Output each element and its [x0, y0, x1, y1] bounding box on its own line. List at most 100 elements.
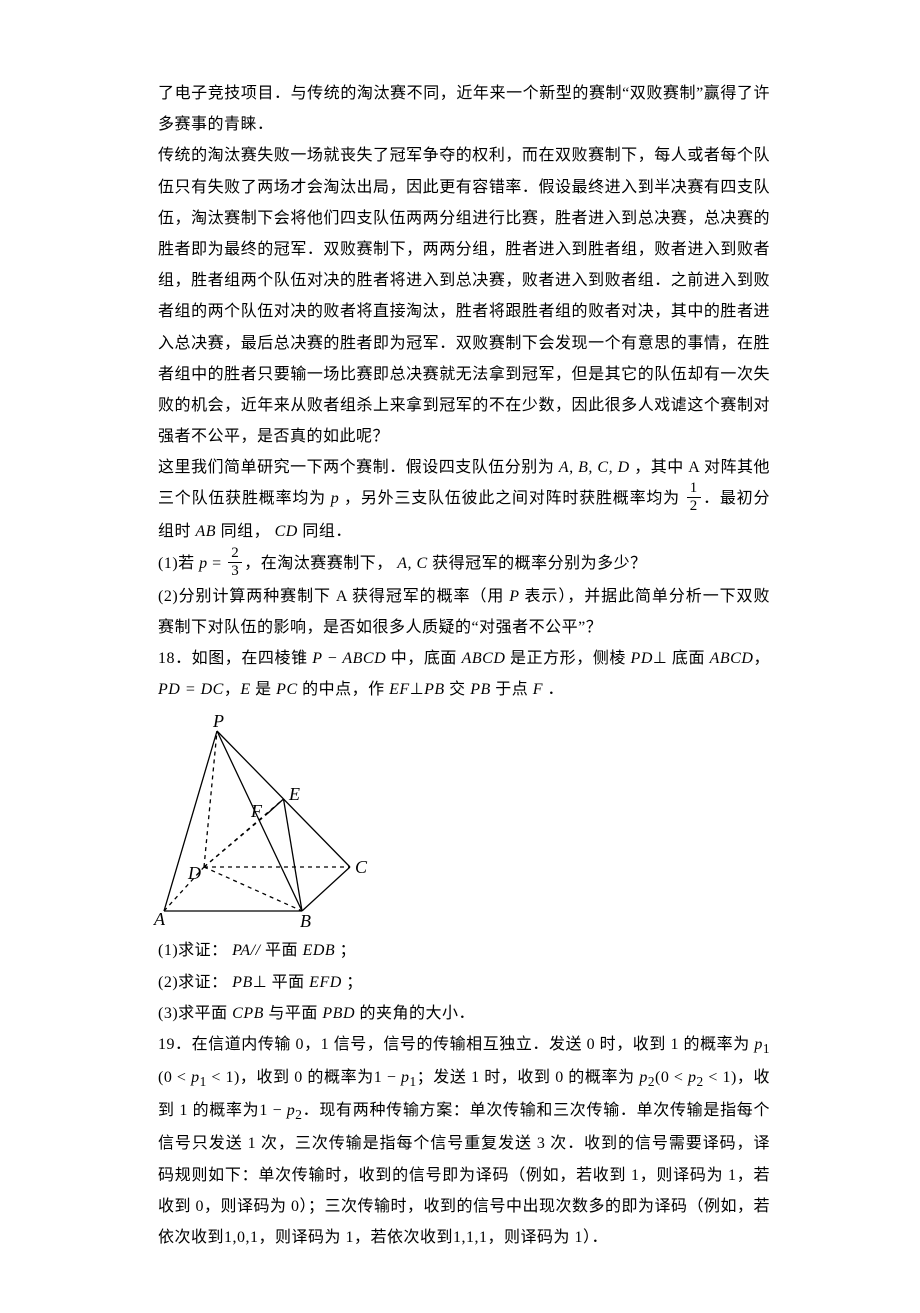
pyramid-p-abcd: P − ABCD	[312, 650, 390, 667]
base-abcd-2: ABCD	[710, 650, 754, 667]
label-c: C	[355, 857, 368, 877]
text: ，	[224, 681, 241, 698]
group-ab: AB	[196, 523, 217, 540]
text: 同组，	[216, 523, 270, 540]
var-p1: p	[191, 1069, 200, 1086]
seq-111: 1,1,1	[453, 1229, 488, 1246]
var-big-p: P	[509, 588, 519, 605]
edge-pb-2: PB	[470, 681, 495, 698]
text: 的夹角的大小．	[360, 1005, 476, 1022]
text: ，另外三支队伍彼此之间对阵时获胜概率均为	[339, 491, 685, 508]
perp-symbol: ⊥	[653, 650, 667, 667]
text: ；发送 1 时，收到 0 的概率为	[417, 1069, 640, 1086]
text: 19．在信道内传输 0，1 信号，信号的传输相互独立．发送 0 时，收到 1 的…	[158, 1036, 754, 1053]
point-f: F	[533, 681, 548, 698]
sub-question-2: (2)求证： PB⊥ 平面 EFD ；	[158, 967, 770, 998]
sub-1: 1	[763, 1041, 770, 1056]
var-p2: p	[639, 1069, 648, 1086]
label-f: F	[250, 801, 263, 821]
question-2: (2)分别计算两种赛制下 A 获得冠军的概率（用 P 表示），并据此简单分析一下…	[158, 581, 770, 643]
sub-2: 2	[697, 1074, 704, 1089]
text: 平面	[267, 974, 309, 991]
text: ；	[346, 974, 363, 991]
range-open: (0 <	[158, 1069, 191, 1086]
var-p1: p	[401, 1069, 410, 1086]
numerator: 1	[687, 481, 701, 498]
text: ，收到 0 的概率为	[240, 1069, 374, 1086]
numerator: 2	[228, 546, 242, 563]
sub-question-3: (3)求平面 CPB 与平面 PBD 的夹角的大小．	[158, 998, 770, 1029]
question-1: (1)若 p = 23，在淘汰赛赛制下， A, C 获得冠军的概率分别为多少？	[158, 548, 770, 581]
text: 底面	[667, 650, 709, 667]
fraction-half: 12	[687, 481, 701, 514]
pd-eq-dc: PD = DC	[158, 681, 224, 698]
plane-edb: EDB	[303, 942, 340, 959]
text: ．	[548, 681, 565, 698]
paragraph-intro-cont: 了电子竞技项目．与传统的淘汰赛不同，近年来一个新型的赛制“双败赛制”赢得了许多赛…	[158, 78, 770, 140]
text: ，	[753, 650, 770, 667]
text: ；	[340, 942, 357, 959]
label-a: A	[153, 909, 166, 929]
figure-pyramid: P F E D C A B	[152, 711, 770, 931]
text: 是正方形，侧棱	[510, 650, 631, 667]
var-p2: p	[688, 1069, 697, 1086]
text: 平面	[261, 942, 303, 959]
point-e: E	[240, 681, 250, 698]
label-b: B	[300, 911, 312, 931]
edge-pb: PB	[228, 974, 253, 991]
text: (1)若	[158, 555, 199, 572]
text: 18．如图，在四棱锥	[158, 650, 312, 667]
text: 同组．	[298, 523, 352, 540]
range-close: < 1)	[207, 1069, 240, 1086]
text: 是	[251, 681, 277, 698]
sub-1: 1	[410, 1074, 417, 1089]
problem-18: 18．如图，在四棱锥 P − ABCD 中，底面 ABCD 是正方形，侧棱 PD…	[158, 643, 770, 705]
range-close: < 1)	[704, 1069, 737, 1086]
text: ，在淘汰赛赛制下，	[244, 555, 393, 572]
problem-19: 19．在信道内传输 0，1 信号，信号的传输相互独立．发送 0 时，收到 1 的…	[158, 1029, 770, 1253]
var-p1: p	[754, 1036, 763, 1053]
var-p: p	[199, 555, 208, 572]
text: ．现有两种传输方案：单次传输和三次传输．单次传输是指每个信号只发送 1 次，三次…	[158, 1102, 770, 1246]
equals: =	[208, 555, 227, 572]
text: 中，底面	[391, 650, 462, 667]
edge-ef: EF	[389, 681, 410, 698]
label-e: E	[288, 784, 301, 804]
text: (3)求平面	[158, 1005, 232, 1022]
group-cd: CD	[270, 523, 298, 540]
text: (2)求证：	[158, 974, 228, 991]
range-open: (0 <	[655, 1069, 688, 1086]
sub-2: 2	[648, 1074, 655, 1089]
paragraph-rules: 传统的淘汰赛失败一场就丧失了冠军争夺的权利，而在双败赛制下，每人或者每个队伍只有…	[158, 140, 770, 452]
paragraph-setup: 这里我们简单研究一下两个赛制．假设四支队伍分别为 A, B, C, D ，其中 …	[158, 452, 770, 547]
text: 的中点，作	[302, 681, 389, 698]
text: 这里我们简单研究一下两个赛制．假设四支队伍分别为	[158, 459, 559, 476]
denominator: 2	[687, 498, 701, 514]
edge-pd: PD	[631, 650, 653, 667]
text: 获得冠军的概率分别为多少？	[432, 555, 647, 572]
perp-symbol: ⊥	[410, 681, 424, 698]
edge-pc: PC	[276, 681, 302, 698]
one-minus: 1 −	[374, 1069, 401, 1086]
teams-ac: A, C	[393, 555, 432, 572]
text: 交	[449, 681, 470, 698]
plane-pbd: PBD	[322, 1005, 359, 1022]
text: ，则译码为 1，若依次收到	[259, 1229, 454, 1246]
text: (1)求证：	[158, 942, 228, 959]
sub-1: 1	[200, 1074, 207, 1089]
document-page: 了电子竞技项目．与传统的淘汰赛不同，近年来一个新型的赛制“双败赛制”赢得了许多赛…	[0, 0, 920, 1313]
label-p: P	[212, 711, 225, 731]
plane-efd: EFD	[309, 974, 346, 991]
fraction-two-thirds: 23	[228, 546, 242, 579]
text: (2)分别计算两种赛制下 A 获得冠军的概率（用	[158, 588, 509, 605]
base-abcd: ABCD	[462, 650, 510, 667]
one-minus: 1 −	[259, 1102, 286, 1119]
teams-abcd: A, B, C, D	[559, 459, 630, 476]
plane-cpb: CPB	[232, 1005, 268, 1022]
sub-question-1: (1)求证： PA// 平面 EDB ；	[158, 935, 770, 966]
perp-symbol: ⊥	[253, 974, 267, 991]
label-d: D	[187, 863, 202, 883]
edge-pb: PB	[424, 681, 449, 698]
var-p: p	[331, 491, 340, 508]
pa-parallel: PA//	[228, 942, 261, 959]
